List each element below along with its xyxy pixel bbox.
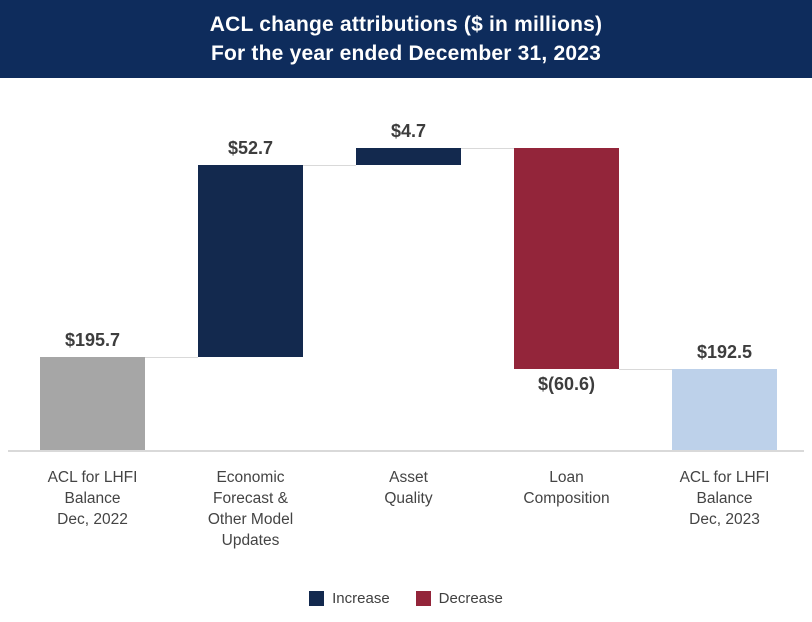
category-label-asset-quality: Asset Quality: [384, 469, 433, 507]
chart-baseline: [8, 450, 804, 452]
category-label-acl-for-lhfi-balance-dec-2023: ACL for LHFI Balance Dec, 2023: [679, 469, 770, 528]
bar-acl-for-lhfi-balance-dec-2023: [672, 368, 777, 450]
chart-title-banner: ACL change attributions ($ in millions) …: [0, 0, 812, 78]
legend-label-increase: Increase: [332, 590, 390, 607]
connector-line: [619, 368, 672, 370]
value-label-loan-composition: $(60.6): [537, 373, 596, 394]
legend-item-decrease: Decrease: [415, 590, 503, 607]
value-label-asset-quality: $4.7: [390, 120, 427, 141]
bar-loan-composition: [514, 147, 619, 369]
chart-legend: Increase Decrease: [0, 590, 812, 607]
connector-line: [461, 147, 514, 149]
bar-acl-for-lhfi-balance-dec-2022: [40, 356, 145, 450]
decrease-swatch: [415, 591, 431, 606]
increase-swatch: [309, 591, 325, 606]
category-label-loan-composition: Loan Composition: [523, 469, 610, 507]
value-label-acl-for-lhfi-balance-dec-2022: $195.7: [64, 329, 121, 350]
value-label-economic-forecast-other-model-updates: $52.7: [227, 138, 274, 158]
value-label-acl-for-lhfi-balance-dec-2023: $192.5: [696, 341, 753, 362]
category-label-economic-forecast-other-model-updates: Economic Forecast & Other Model Updates: [207, 469, 294, 549]
bar-asset-quality: [356, 147, 461, 165]
category-label-acl-for-lhfi-balance-dec-2022: ACL for LHFI Balance Dec, 2022: [47, 469, 138, 528]
chart-subtitle: For the year ended December 31, 2023: [210, 42, 602, 65]
connector-line: [145, 356, 198, 358]
chart-title: ACL change attributions ($ in millions): [209, 13, 603, 36]
legend-item-increase: Increase: [309, 590, 390, 607]
waterfall-chart: $195.7 ACL for LHFI Balance Dec, 2022 $52.…: [0, 78, 812, 583]
connector-line: [303, 165, 356, 166]
bar-economic-forecast-other-model-updates: [198, 165, 303, 357]
legend-label-decrease: Decrease: [438, 590, 503, 607]
